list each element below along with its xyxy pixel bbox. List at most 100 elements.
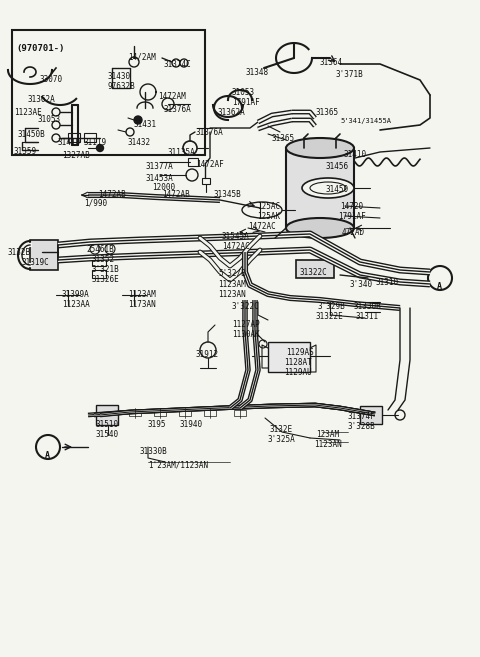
Text: 1123AA: 1123AA [62, 300, 90, 309]
Ellipse shape [242, 202, 282, 218]
Text: 31545A: 31545A [222, 232, 250, 241]
Ellipse shape [302, 178, 354, 198]
Text: 3'321B: 3'321B [92, 265, 120, 274]
Text: 31362A: 31362A [28, 95, 56, 104]
Circle shape [90, 244, 100, 254]
Text: 1123AM: 1123AM [218, 280, 246, 289]
Text: 1130AK: 1130AK [232, 330, 260, 339]
Text: 1'23AM/1123AN: 1'23AM/1123AN [148, 460, 208, 469]
Text: 1472AF: 1472AF [196, 160, 224, 169]
Text: 3132B: 3132B [8, 248, 31, 257]
Text: 14720: 14720 [340, 202, 363, 211]
Text: 25461B: 25461B [86, 245, 114, 254]
Text: 31450B: 31450B [18, 130, 46, 139]
Text: 1129AU: 1129AU [284, 368, 312, 377]
Circle shape [183, 141, 197, 155]
Text: 1472AC: 1472AC [248, 222, 276, 231]
Bar [360, 406, 382, 424]
Text: 3'329B: 3'329B [318, 302, 346, 311]
Text: 125AK: 125AK [257, 212, 280, 221]
Circle shape [134, 116, 142, 124]
Circle shape [52, 134, 60, 142]
Text: 123AM: 123AM [316, 430, 339, 439]
Text: 31330B: 31330B [354, 302, 382, 311]
Text: 3'371B: 3'371B [336, 70, 364, 79]
Text: 31376A: 31376A [196, 128, 224, 137]
Text: 31432: 31432 [128, 138, 151, 147]
Bar [202, 178, 210, 184]
Text: 31912: 31912 [196, 350, 219, 359]
Bar [204, 410, 216, 416]
Bar [30, 240, 58, 270]
Text: 31410: 31410 [344, 150, 367, 159]
Text: (970701-): (970701-) [16, 44, 64, 53]
Text: 3'340: 3'340 [350, 280, 373, 289]
Circle shape [162, 98, 174, 110]
Circle shape [428, 266, 452, 290]
Text: 31374C: 31374C [163, 60, 191, 69]
Text: 1123AM: 1123AM [128, 290, 156, 299]
Text: 31319C: 31319C [22, 258, 50, 267]
Text: 3132E: 3132E [270, 425, 293, 434]
Bar [96, 405, 118, 425]
Text: 1472AC: 1472AC [222, 242, 250, 251]
Text: 1472AB: 1472AB [162, 190, 190, 199]
Text: 3195: 3195 [148, 420, 167, 429]
Circle shape [36, 435, 60, 459]
Text: 31377A: 31377A [146, 162, 174, 171]
Text: 1791AF: 1791AF [232, 98, 260, 107]
Bar [234, 410, 246, 416]
Text: 31940: 31940 [180, 420, 203, 429]
Text: 1472AM: 1472AM [158, 92, 186, 101]
Text: 1791AF: 1791AF [338, 212, 366, 221]
Text: 31330B: 31330B [140, 447, 168, 456]
Text: 12000: 12000 [152, 183, 175, 192]
Text: 31322C: 31322C [300, 268, 328, 277]
Circle shape [52, 108, 60, 116]
Bar [129, 410, 141, 416]
Text: 31540: 31540 [96, 430, 119, 439]
Text: 31410: 31410 [58, 138, 81, 147]
Bar [179, 410, 191, 416]
Circle shape [129, 57, 139, 67]
Text: 1472AB: 1472AB [98, 190, 126, 199]
Text: 1173AN: 1173AN [128, 300, 156, 309]
Circle shape [200, 342, 216, 358]
Text: A: A [437, 282, 442, 291]
Text: 3'325A: 3'325A [268, 435, 296, 444]
Bar [268, 342, 310, 372]
Text: 31326E: 31326E [92, 275, 120, 284]
Text: 31311: 31311 [356, 312, 379, 321]
Text: 31119: 31119 [84, 138, 107, 147]
Circle shape [180, 59, 188, 67]
Text: 1327AB: 1327AB [62, 151, 90, 160]
Text: 3'322C: 3'322C [232, 302, 260, 311]
Circle shape [105, 244, 115, 254]
Text: 31399A: 31399A [62, 290, 90, 299]
Circle shape [395, 410, 405, 420]
Text: 31322E: 31322E [316, 312, 344, 321]
Text: 33070: 33070 [40, 75, 63, 84]
Text: 31310: 31310 [376, 278, 399, 287]
Bar [154, 410, 166, 416]
Text: 472AD: 472AD [342, 228, 365, 237]
Text: 1/990: 1/990 [84, 198, 107, 207]
Text: 1123AN: 1123AN [218, 290, 246, 299]
Text: 5'32/B: 5'32/B [218, 268, 246, 277]
Text: 5'341/31455A: 5'341/31455A [340, 118, 391, 124]
Text: A: A [45, 451, 50, 460]
Text: 31362A: 31362A [218, 108, 246, 117]
Bar [286, 148, 354, 228]
Text: 125AC: 125AC [257, 202, 280, 211]
Text: 97632B: 97632B [108, 82, 136, 91]
Text: 31365: 31365 [316, 108, 339, 117]
Circle shape [126, 128, 134, 136]
Text: 31376A: 31376A [164, 105, 192, 114]
Bar [92, 258, 106, 266]
Circle shape [186, 169, 198, 181]
Text: 31374F: 31374F [348, 412, 376, 421]
Circle shape [172, 59, 180, 67]
Text: 31053: 31053 [38, 115, 61, 124]
Text: 31364: 31364 [320, 58, 343, 67]
Text: 31431: 31431 [134, 120, 157, 129]
